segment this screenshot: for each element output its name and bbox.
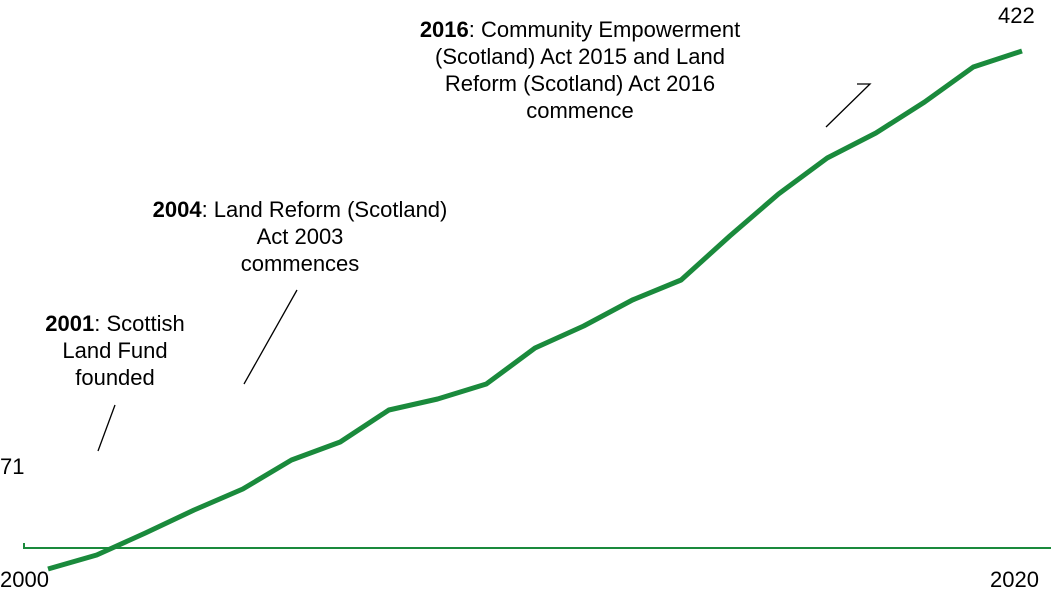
annotation-leader-0: [97, 404, 116, 452]
series-lines: [47, 48, 1023, 572]
x-axis-line: [23, 543, 1051, 549]
annotation-text: : Land Reform (Scotland) Act 2003 commen…: [201, 197, 448, 276]
x-tick-label-end: 2020: [990, 567, 1039, 592]
x-tick-label-start: 2000: [0, 567, 49, 592]
annotation-leader-1: [243, 289, 298, 385]
annotation-text: : Scottish Land Fund founded: [62, 311, 185, 390]
end-value-label: 422: [998, 3, 1035, 28]
annotation-2004: 2004: Land Reform (Scotland) Act 2003 co…: [85, 196, 515, 277]
x-axis: [23, 543, 1051, 549]
annotation-year: 2004: [152, 197, 202, 222]
start-value-label: 71: [0, 454, 25, 479]
annotation-2001: 2001: Scottish Land Fund founded: [10, 310, 220, 391]
annotation-2016: 2016: Community Empowerment (Scotland) A…: [365, 16, 795, 124]
annotation-year: 2016: [419, 17, 469, 42]
annotation-leader-2: [825, 83, 872, 128]
annotation-text: : Community Empowerment (Scotland) Act 2…: [435, 17, 741, 123]
annotation-leaders: [97, 83, 872, 452]
series-line-0: [47, 48, 1023, 572]
annotation-year: 2001: [45, 311, 95, 336]
